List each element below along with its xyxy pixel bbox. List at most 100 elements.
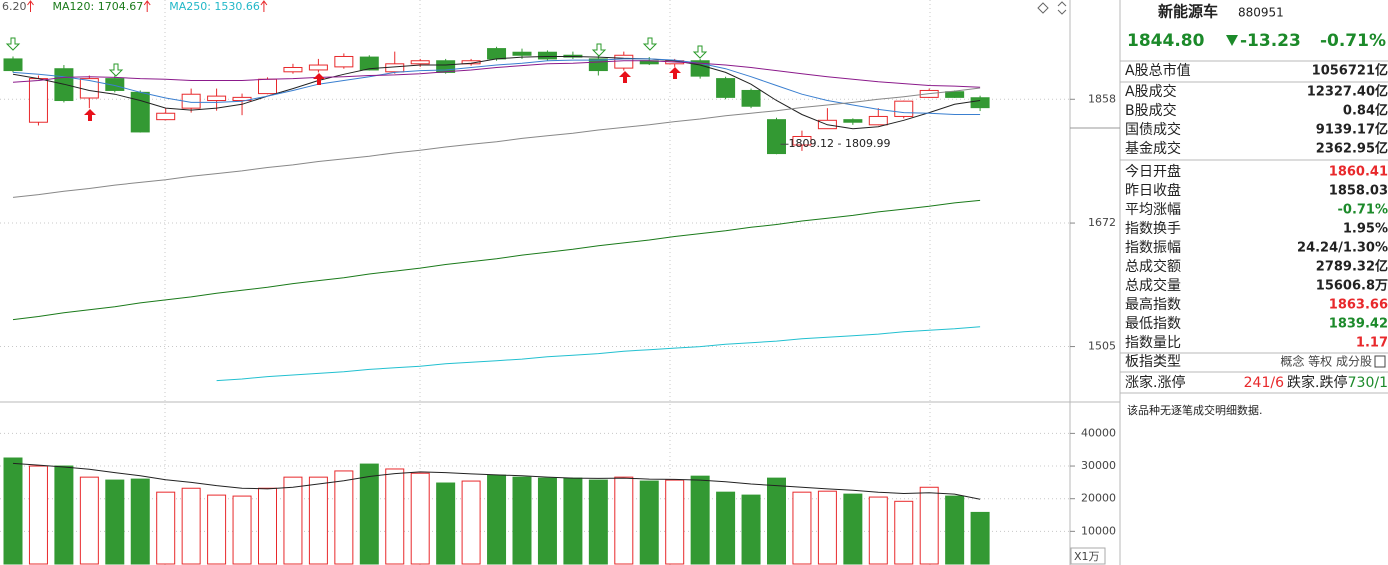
moving-average-line bbox=[216, 326, 981, 382]
volume-bar bbox=[639, 480, 659, 565]
breadth-up-value: 241/6 bbox=[1244, 375, 1284, 391]
sell-signal bbox=[591, 43, 607, 57]
volume-bar bbox=[665, 479, 685, 565]
stat-value: 2362.95亿 bbox=[1316, 141, 1388, 157]
stat-label: 今日开盘 bbox=[1125, 163, 1181, 180]
candle-body bbox=[537, 51, 557, 60]
instrument-code: 880951 bbox=[1238, 6, 1284, 20]
stat-value: -0.71% bbox=[1338, 203, 1388, 218]
candle-body bbox=[716, 78, 736, 98]
stat-label: 国债成交 bbox=[1125, 121, 1181, 138]
stat-value: 15606.8万 bbox=[1316, 279, 1388, 294]
buy-signal bbox=[84, 109, 96, 121]
volume-bar bbox=[767, 477, 786, 565]
buy-signal bbox=[669, 67, 681, 79]
candle-body bbox=[970, 97, 990, 109]
legend-entry: MA120: 1704.67 bbox=[53, 0, 144, 13]
y-tick-label: 10000 bbox=[1081, 524, 1116, 537]
sell-signal bbox=[108, 63, 124, 77]
volume-bar bbox=[843, 493, 863, 565]
stat-label: B股成交 bbox=[1125, 102, 1177, 119]
buy-signal bbox=[619, 71, 631, 83]
stat-label: 最高指数 bbox=[1125, 296, 1181, 313]
volume-bar bbox=[690, 475, 710, 565]
stat-label: A股总市值 bbox=[1125, 62, 1191, 79]
volume-bar bbox=[919, 486, 939, 565]
stat-value: 0.84亿 bbox=[1343, 103, 1388, 119]
moving-average-line bbox=[12, 60, 981, 88]
toolbar-icons[interactable] bbox=[1037, 1, 1067, 15]
stat-value: 1863.66 bbox=[1329, 298, 1388, 313]
stat-value: 1.95% bbox=[1343, 222, 1388, 237]
candle-body bbox=[792, 135, 812, 146]
stat-label: 平均涨幅 bbox=[1125, 202, 1181, 218]
volume-unit: X1万 bbox=[1074, 550, 1100, 563]
volume-bar bbox=[461, 480, 481, 565]
candle-body bbox=[258, 78, 277, 95]
volume-bar bbox=[258, 487, 277, 565]
moving-average-line bbox=[12, 199, 981, 321]
volume-bar bbox=[945, 495, 965, 565]
legend-entry: MA250: 1530.66 bbox=[169, 0, 260, 13]
stat-value: 2789.32亿 bbox=[1316, 259, 1388, 275]
volume-bar bbox=[156, 491, 176, 565]
candle-body bbox=[512, 51, 532, 56]
volume-bar bbox=[817, 490, 837, 565]
volume-bar bbox=[334, 470, 354, 565]
stat-label: A股成交 bbox=[1125, 83, 1177, 100]
stat-label: 指数振幅 bbox=[1125, 240, 1181, 256]
volume-bar bbox=[54, 465, 74, 565]
instrument-name: 新能源车 bbox=[1158, 3, 1218, 21]
volume-bar bbox=[512, 476, 532, 565]
scroll-icon[interactable] bbox=[1057, 1, 1067, 15]
stat-value: 1858.03 bbox=[1329, 184, 1388, 199]
stat-value: 1056721亿 bbox=[1312, 63, 1388, 79]
candle-body bbox=[461, 60, 481, 65]
volume-bar bbox=[385, 468, 405, 565]
breadth-up-label: 涨家.涨停 bbox=[1125, 374, 1185, 391]
y-tick-label: 1672 bbox=[1088, 216, 1116, 229]
candle-body bbox=[436, 60, 456, 73]
candle-body bbox=[28, 78, 48, 123]
grid-icon[interactable] bbox=[1374, 355, 1386, 368]
y-tick-label: 30000 bbox=[1081, 459, 1116, 472]
volume-bar bbox=[792, 491, 812, 565]
candle-body bbox=[359, 56, 379, 71]
sector-type-label: 板指类型 bbox=[1125, 354, 1181, 370]
stat-value: 24.24/1.30% bbox=[1297, 241, 1388, 256]
volume-bar bbox=[436, 482, 456, 565]
candle-body bbox=[410, 60, 430, 65]
sell-signal bbox=[642, 37, 658, 51]
volume-bar bbox=[359, 463, 379, 565]
volume-bar bbox=[716, 491, 736, 565]
volume-bar bbox=[868, 496, 888, 565]
stat-label: 最低指数 bbox=[1125, 316, 1181, 332]
moving-average-line bbox=[12, 87, 981, 198]
candle-body bbox=[868, 115, 888, 126]
breadth-down-value: 730/1 bbox=[1348, 375, 1388, 391]
stat-label: 总成交量 bbox=[1125, 277, 1181, 294]
stat-value: 1839.42 bbox=[1329, 317, 1388, 332]
sector-type-value[interactable]: 概念 等权 成分股 bbox=[1280, 354, 1372, 369]
moving-average-line bbox=[12, 56, 981, 130]
y-tick-label: 40000 bbox=[1081, 426, 1116, 439]
y-tick-label: 1505 bbox=[1088, 340, 1116, 353]
stat-value: 1.17 bbox=[1356, 336, 1388, 351]
sell-signal bbox=[5, 37, 21, 51]
candle-body bbox=[130, 91, 150, 133]
volume-average-line bbox=[12, 462, 981, 500]
diamond-icon[interactable] bbox=[1037, 2, 1049, 14]
candle-body bbox=[614, 54, 634, 69]
volume-bar bbox=[563, 477, 583, 565]
candle-body bbox=[334, 55, 354, 68]
stat-value: 1860.41 bbox=[1329, 165, 1388, 180]
volume-bar bbox=[28, 465, 48, 565]
stat-label: 昨日收盘 bbox=[1125, 182, 1181, 199]
candle-body bbox=[308, 64, 328, 71]
sell-signal bbox=[692, 45, 708, 59]
candle-body bbox=[741, 89, 761, 107]
volume-bar bbox=[894, 500, 914, 565]
candle-body bbox=[156, 112, 176, 121]
volume-bar bbox=[283, 476, 303, 565]
